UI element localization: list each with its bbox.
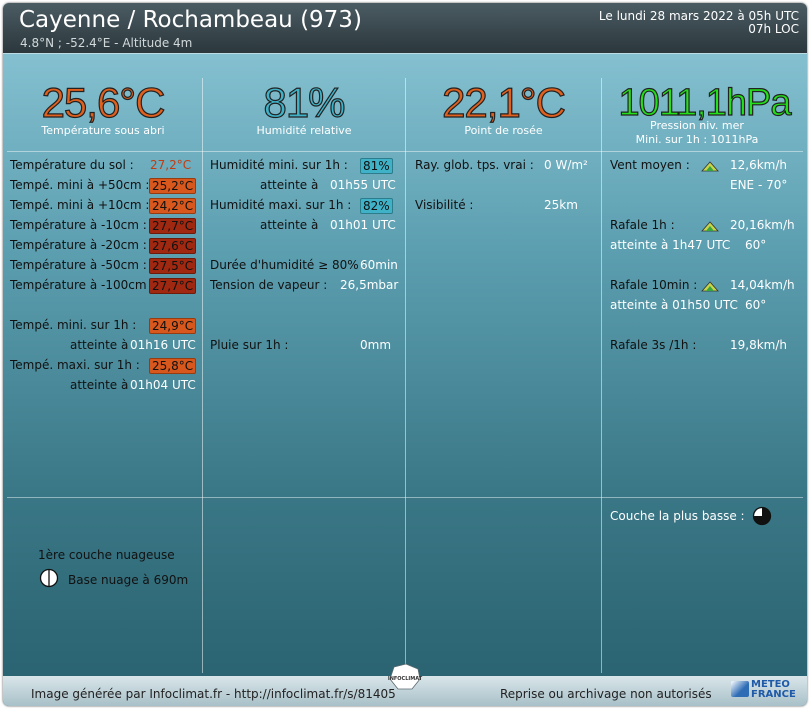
humidity-label: Humidité relative xyxy=(256,124,352,137)
hum-min-value: 81% xyxy=(360,158,393,174)
gust-10min-label: Rafale 10min : xyxy=(610,278,698,292)
cloud-octa-icon xyxy=(39,568,59,588)
temp-m50cm-value: 27,5°C xyxy=(149,258,197,274)
max-1h-label: Tempé. maxi. sur 1h : xyxy=(10,358,140,372)
hum-max-label: Humidité maxi. sur 1h : xyxy=(210,198,352,212)
infoclimat-logo: INFOCLIMAT xyxy=(387,676,423,682)
station-coords: 4.8°N ; -52.4°E - Altitude 4m xyxy=(20,36,193,50)
gust-arrow-icon xyxy=(701,221,719,232)
infoclimat-logo-icon xyxy=(389,663,421,690)
header: Cayenne / Rochambeau (973) 4.8°N ; -52.4… xyxy=(3,3,807,53)
visibility-label: Visibilité : xyxy=(415,198,474,212)
radiation-value: 0 W/m² xyxy=(544,158,588,172)
min-1h-at-value: 01h16 UTC xyxy=(130,338,196,352)
temp-m100cm-label: Température à -100cm : xyxy=(10,278,155,292)
temperature-value: 25,6°C xyxy=(41,79,166,126)
max-1h-value: 25,8°C xyxy=(149,358,197,374)
station-title: Cayenne / Rochambeau (973) xyxy=(19,7,362,33)
pressure-label: Pression niv. mer xyxy=(650,119,744,132)
date-utc: Le lundi 28 mars 2022 à 05h UTC xyxy=(598,9,799,23)
gust-arrow-icon xyxy=(701,281,719,292)
min-10cm-label: Tempé. mini à +10cm : xyxy=(10,198,150,212)
divider xyxy=(7,151,803,152)
min-10cm-value: 24,2°C xyxy=(149,198,197,214)
dewpoint-value: 22,1°C xyxy=(441,79,566,126)
rain-1h-label: Pluie sur 1h : xyxy=(210,338,289,352)
pressure-min: Mini. sur 1h : 1011hPa xyxy=(635,133,759,146)
pressure-value: 1011,1hPa xyxy=(618,81,792,124)
vapor-pressure-label: Tension de vapeur : xyxy=(210,278,328,292)
hum-min-at-label: atteinte à xyxy=(260,178,319,192)
radiation-label: Ray. glob. tps. vrai : xyxy=(415,158,534,172)
lowest-cloud-label: Couche la plus basse : xyxy=(610,509,745,523)
wind-direction: ENE - 70° xyxy=(730,178,788,192)
temp-m100cm-value: 27,7°C xyxy=(149,278,197,294)
gust-1h-label: Rafale 1h : xyxy=(610,218,675,232)
wind-value: 12,6km/h xyxy=(730,158,788,172)
dewpoint-label: Point de rosée xyxy=(464,124,543,137)
gust-10min-at: atteinte à 01h50 UTC xyxy=(610,298,738,312)
humidity-duration-label: Durée d'humidité ≥ 80% : xyxy=(210,258,367,272)
wind-label: Vent moyen : xyxy=(610,158,690,172)
divider xyxy=(601,78,602,673)
hum-max-value: 82% xyxy=(360,198,393,214)
soil-temp-label: Température du sol : xyxy=(10,158,134,172)
meteofrance-logo-icon xyxy=(731,681,749,697)
cloud-layer-label: 1ère couche nuageuse xyxy=(38,548,175,562)
humidity-duration-value: 60min xyxy=(360,258,398,272)
observation-date: Le lundi 28 mars 2022 à 05h UTC 07h LOC xyxy=(599,10,799,36)
hum-min-at-value: 01h55 UTC xyxy=(330,178,396,192)
divider xyxy=(7,497,803,498)
rain-1h-value: 0mm xyxy=(360,338,392,352)
gust-1h-value: 20,16km/h xyxy=(730,218,795,232)
gust-1h-direction: 60° xyxy=(745,238,767,252)
divider xyxy=(405,78,406,673)
cloud-base: Base nuage à 690m xyxy=(68,573,189,587)
wind-arrow-icon xyxy=(701,161,719,172)
max-1h-at-label: atteinte à xyxy=(70,378,129,392)
min-50cm-label: Tempé. mini à +50cm : xyxy=(10,178,150,192)
humidity-value: 81% xyxy=(263,79,346,126)
temp-m20cm-value: 27,6°C xyxy=(149,238,197,254)
vapor-pressure-value: 26,5mbar xyxy=(340,278,399,292)
max-1h-at-value: 01h04 UTC xyxy=(130,378,196,392)
meteofrance-logo: METEO FRANCE xyxy=(751,679,796,700)
visibility-value: 25km xyxy=(544,198,578,212)
gust-10min-direction: 60° xyxy=(745,298,767,312)
min-1h-value: 24,9°C xyxy=(149,318,197,334)
gust-1h-at: atteinte à 1h47 UTC xyxy=(610,238,731,252)
divider xyxy=(3,53,807,54)
soil-temp-value: 27,2°C xyxy=(150,158,192,172)
min-1h-at-label: atteinte à xyxy=(70,338,129,352)
footer-rights: Reprise ou archivage non autorisés xyxy=(500,687,712,701)
temp-m20cm-label: Température à -20cm : xyxy=(10,238,147,252)
gust-3s-label: Rafale 3s /1h : xyxy=(610,338,697,352)
temp-m50cm-label: Température à -50cm : xyxy=(10,258,147,272)
temperature-label: Température sous abri xyxy=(41,124,165,137)
gust-3s-value: 19,8km/h xyxy=(730,338,788,352)
divider xyxy=(202,78,203,673)
cloud-cover-icon xyxy=(752,506,772,526)
hum-min-label: Humidité mini. sur 1h : xyxy=(210,158,348,172)
min-1h-label: Tempé. mini. sur 1h : xyxy=(10,318,137,332)
footer-credit: Image générée par Infoclimat.fr - http:/… xyxy=(31,687,396,701)
hum-max-at-value: 01h01 UTC xyxy=(330,218,396,232)
date-local: 07h LOC xyxy=(748,22,799,36)
min-50cm-value: 25,2°C xyxy=(149,178,197,194)
temp-m10cm-value: 27,7°C xyxy=(149,218,197,234)
hum-max-at-label: atteinte à xyxy=(260,218,319,232)
weather-panel: Cayenne / Rochambeau (973) 4.8°N ; -52.4… xyxy=(3,3,807,706)
temp-m10cm-label: Température à -10cm : xyxy=(10,218,147,232)
gust-10min-value: 14,04km/h xyxy=(730,278,795,292)
